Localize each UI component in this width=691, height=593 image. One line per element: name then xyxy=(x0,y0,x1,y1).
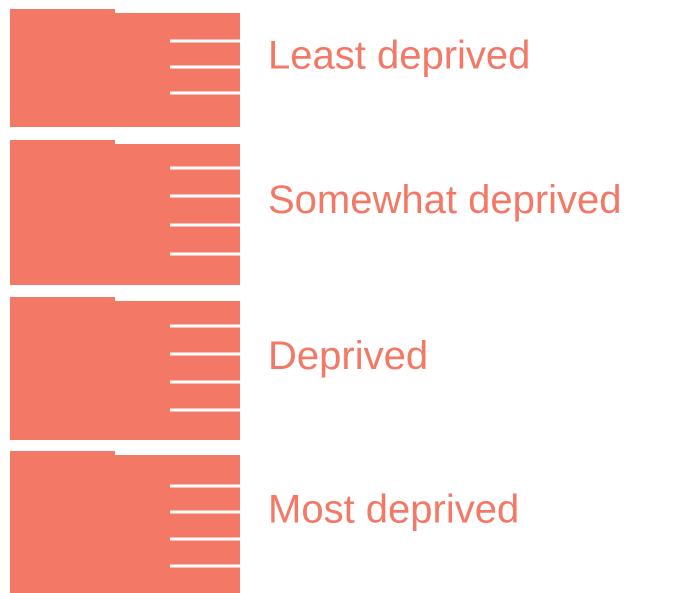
block-right xyxy=(114,144,240,285)
stripe xyxy=(170,564,240,568)
block-right xyxy=(114,13,240,127)
block-right xyxy=(114,301,240,440)
stripe xyxy=(170,252,240,256)
stripe xyxy=(170,352,240,356)
block-left xyxy=(10,9,115,127)
stripe xyxy=(170,324,240,328)
stripe xyxy=(170,380,240,384)
stripe xyxy=(170,194,240,198)
block-left xyxy=(10,140,115,285)
block-left xyxy=(10,451,115,593)
stripe xyxy=(170,223,240,227)
block-right xyxy=(114,455,240,593)
stripe xyxy=(170,39,240,43)
legend-label: Deprived xyxy=(268,334,428,378)
stripe xyxy=(170,91,240,95)
stripe xyxy=(170,65,240,69)
legend-label: Least deprived xyxy=(268,34,530,78)
stripe xyxy=(170,166,240,170)
stripe xyxy=(170,537,240,541)
legend-label: Most deprived xyxy=(268,488,519,532)
stripe xyxy=(170,484,240,488)
legend-label: Somewhat deprived xyxy=(268,178,622,222)
stripe xyxy=(170,408,240,412)
block-left xyxy=(10,297,115,440)
stripe xyxy=(170,510,240,514)
